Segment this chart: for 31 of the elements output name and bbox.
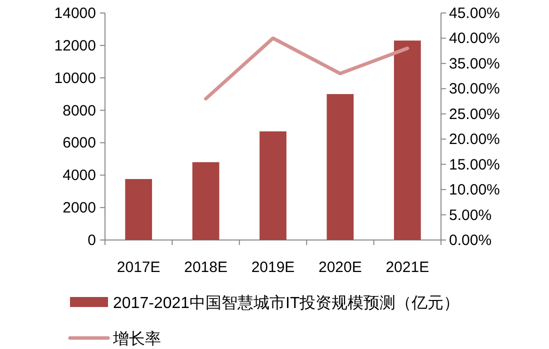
y2-tick-label: 35.00%	[449, 55, 500, 72]
y2-tick-label: 20.00%	[449, 131, 500, 148]
bar	[326, 94, 354, 240]
bar	[125, 179, 152, 240]
x-tick-label: 2018E	[184, 259, 228, 276]
y-tick-label: 4000	[62, 167, 96, 184]
y2-tick-label: 15.00%	[449, 156, 500, 174]
y-tick-label: 14000	[54, 5, 96, 22]
x-tick-label: 2017E	[116, 259, 160, 276]
y-tick-label: 12000	[54, 37, 96, 54]
y-tick-label: 8000	[62, 102, 96, 120]
y2-tick-label: 25.00%	[449, 106, 500, 123]
y2-tick-label: 30.00%	[449, 80, 500, 98]
bar	[394, 40, 421, 240]
legend-label: 增长率	[112, 330, 161, 348]
y-tick-label: 10000	[54, 70, 96, 87]
bar	[260, 131, 286, 240]
y2-tick-label: 10.00%	[449, 182, 500, 199]
x-tick-label: 2021E	[386, 259, 430, 276]
y2-tick-label: 0.00%	[449, 232, 492, 249]
legend-label: 2017-2021中国智慧城市IT投资规模预测（亿元）	[113, 294, 460, 312]
y2-tick-label: 45.00%	[449, 5, 500, 22]
line-series	[204, 36, 410, 101]
y-tick-label: 6000	[62, 134, 96, 152]
y-tick-label: 0	[88, 232, 96, 249]
x-tick-label: 2019E	[251, 259, 295, 276]
bar	[192, 162, 220, 240]
x-tick-label: 2020E	[318, 259, 362, 276]
y-tick-label: 2000	[62, 200, 96, 217]
y2-tick-label: 40.00%	[449, 30, 500, 48]
y2-tick-label: 5.00%	[449, 206, 492, 224]
